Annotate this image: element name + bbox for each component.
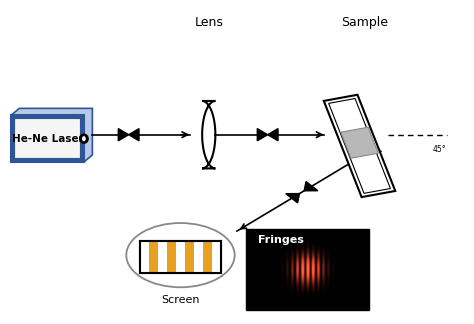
- Polygon shape: [304, 181, 318, 191]
- Ellipse shape: [126, 223, 235, 287]
- Polygon shape: [128, 129, 139, 141]
- Bar: [140, 241, 220, 273]
- Polygon shape: [118, 129, 128, 141]
- Bar: [185, 241, 194, 273]
- Polygon shape: [11, 108, 92, 162]
- Bar: [246, 229, 369, 310]
- Polygon shape: [324, 95, 395, 197]
- Bar: [149, 241, 158, 273]
- Text: Lens: Lens: [194, 16, 223, 29]
- Text: Fringes: Fringes: [258, 235, 304, 245]
- Text: He-Ne Laser: He-Ne Laser: [11, 134, 83, 144]
- Bar: [140, 241, 149, 273]
- Bar: [167, 241, 176, 273]
- Polygon shape: [202, 101, 215, 168]
- Bar: [194, 241, 203, 273]
- Polygon shape: [257, 129, 268, 141]
- Bar: [176, 241, 185, 273]
- Text: Screen: Screen: [161, 295, 200, 305]
- Polygon shape: [268, 129, 278, 141]
- Bar: [211, 241, 220, 273]
- Polygon shape: [341, 127, 378, 158]
- Bar: [203, 241, 211, 273]
- Bar: [11, 115, 84, 162]
- Bar: [140, 241, 220, 273]
- Ellipse shape: [80, 134, 88, 143]
- Bar: [158, 241, 167, 273]
- Text: 45°: 45°: [433, 145, 446, 154]
- Polygon shape: [286, 194, 300, 203]
- Ellipse shape: [82, 136, 86, 141]
- Bar: [13, 117, 82, 160]
- Text: Sample: Sample: [341, 16, 388, 29]
